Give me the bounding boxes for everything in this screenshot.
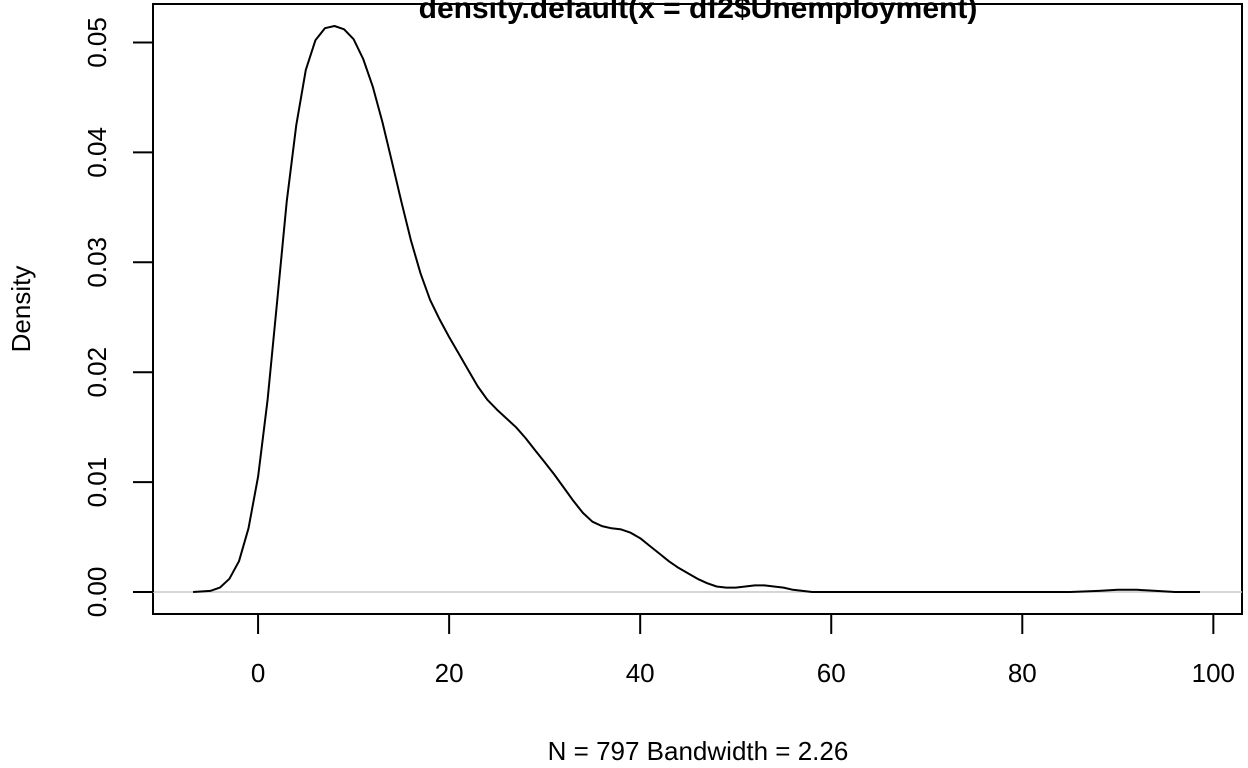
x-tick-label: 20 xyxy=(435,658,464,688)
y-tick-label: 0.04 xyxy=(82,127,112,178)
y-axis: 0.00 0.01 0.02 0.03 0.04 0.05 xyxy=(82,17,154,618)
y-axis-title: Density xyxy=(6,266,36,353)
y-tick-label: 0.05 xyxy=(82,17,112,68)
y-tick-label: 0.02 xyxy=(82,347,112,398)
x-axis-title: N = 797 Bandwidth = 2.26 xyxy=(548,736,849,766)
x-tick-label: 100 xyxy=(1192,658,1235,688)
x-tick-label: 80 xyxy=(1008,658,1037,688)
y-tick-label: 0.03 xyxy=(82,237,112,288)
y-tick-label: 0.00 xyxy=(82,567,112,618)
x-axis: 0 20 40 60 80 100 xyxy=(251,613,1235,688)
plot-area-frame xyxy=(152,3,1243,615)
density-curve xyxy=(193,25,1200,593)
x-tick-label: 60 xyxy=(817,658,846,688)
x-tick-label: 0 xyxy=(251,658,265,688)
x-tick-label: 40 xyxy=(626,658,655,688)
y-tick-label: 0.01 xyxy=(82,457,112,508)
